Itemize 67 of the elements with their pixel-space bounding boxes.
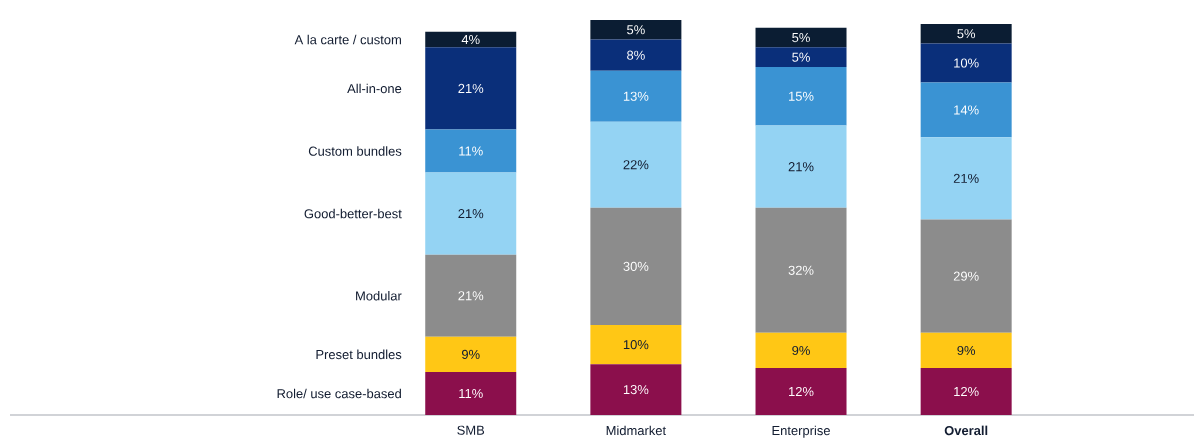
data-label: 29% (953, 271, 979, 281)
data-label: 8% (627, 50, 645, 60)
bar (590, 207, 682, 326)
data-label: 10% (623, 340, 649, 350)
data-label: 10% (954, 58, 979, 68)
data-label: 5% (792, 52, 810, 62)
bar (590, 39, 682, 71)
series-label: A la carte / custom (294, 34, 401, 45)
bar (920, 137, 1012, 220)
data-label: 15% (789, 91, 814, 101)
bar (590, 121, 682, 208)
data-label: 5% (627, 25, 645, 35)
bar (590, 70, 682, 122)
bar (920, 368, 1012, 415)
data-label: 21% (458, 291, 484, 301)
x-tick-label: Overall (944, 425, 988, 436)
x-tick-label: SMB (457, 425, 485, 435)
data-label: 13% (623, 384, 649, 395)
bar (920, 23, 1012, 44)
data-label: 22% (623, 160, 649, 170)
bar (920, 43, 1012, 83)
bar (920, 219, 1012, 333)
series-label: Role/ use case-based (277, 388, 401, 399)
bar (755, 66, 847, 126)
data-label: 11% (459, 388, 483, 399)
data-label: 5% (792, 33, 810, 43)
x-tick-label: Enterprise (772, 425, 830, 438)
data-label: 14% (954, 105, 979, 115)
bar (590, 325, 682, 365)
bar (425, 47, 517, 130)
data-label: 9% (957, 345, 976, 356)
bar (755, 332, 847, 369)
bar (425, 371, 517, 415)
bar (755, 368, 847, 415)
bar (920, 82, 1012, 138)
data-label: 11% (459, 146, 483, 156)
data-label: 12% (789, 386, 814, 397)
bar (425, 129, 517, 173)
bar (755, 47, 847, 67)
bar (425, 31, 517, 48)
bar (590, 364, 682, 415)
data-label: 9% (792, 345, 810, 356)
bar (755, 125, 847, 208)
bar (425, 172, 517, 255)
bar (920, 332, 1012, 369)
data-label: 21% (458, 209, 484, 219)
data-label: 21% (953, 173, 979, 183)
data-label: 13% (623, 91, 649, 101)
series-label: Custom bundles (308, 146, 402, 156)
series-label: All-in-one (347, 83, 402, 94)
data-label: 21% (458, 83, 484, 93)
series-label: Modular (356, 290, 402, 301)
data-label: 21% (788, 162, 814, 172)
bar (755, 27, 847, 48)
data-label: 30% (623, 261, 649, 271)
bar (425, 254, 517, 337)
data-label: 5% (957, 29, 976, 39)
bar (590, 20, 682, 40)
bar (425, 336, 517, 372)
bar (755, 207, 847, 333)
series-label: Good-better-best (304, 208, 402, 219)
data-label: 12% (954, 386, 979, 397)
data-label: 4% (461, 35, 480, 45)
series-label: Preset bundles (316, 349, 402, 360)
data-label: 9% (461, 349, 480, 359)
data-label: 32% (788, 265, 814, 275)
x-tick-label: Midmarket (606, 425, 666, 436)
